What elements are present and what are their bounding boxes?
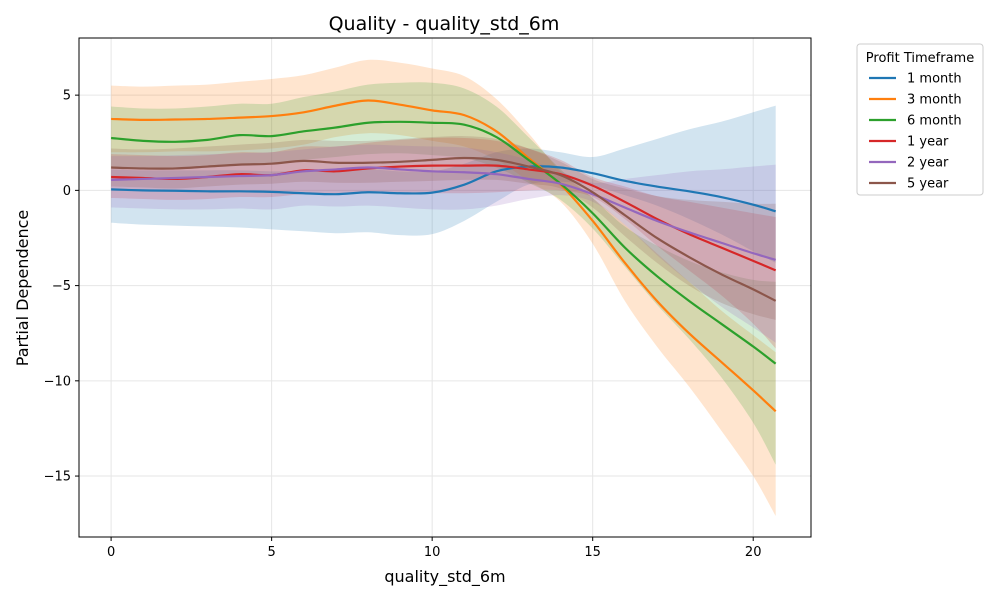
confidence-band-1-month [111, 105, 776, 263]
y-axis-ticks: 5 0 −5 −10 −15 [44, 89, 79, 485]
legend-label-1-month: 1 month [907, 72, 962, 87]
series-line-2-year [111, 166, 776, 261]
y-tick-label: 0 [63, 184, 71, 199]
legend-frame [856, 43, 984, 196]
x-tick-label: 15 [584, 545, 601, 560]
y-axis-title: Partial Dependence [13, 210, 32, 366]
plot-area-frame [78, 37, 812, 538]
confidence-band-3-month [111, 59, 776, 517]
x-tick-label: 20 [745, 545, 762, 560]
legend-items: 1 month 3 month 6 month 1 year 2 year 5 year [869, 72, 962, 192]
series-line-6-month [111, 120, 777, 365]
legend-label-1-year: 1 year [907, 135, 949, 150]
chart-title: Quality - quality_std_6m [329, 13, 560, 35]
legend-label-2-year: 2 year [907, 156, 949, 171]
confidence-band-5-year [111, 136, 776, 320]
legend-title: Profit Timeframe [866, 51, 974, 66]
legend-label-3-month: 3 month [907, 93, 962, 108]
series-line-5-year [111, 156, 777, 302]
x-tick-label: 0 [107, 545, 115, 560]
x-tick-label: 5 [267, 545, 275, 560]
plot-area-background [79, 38, 811, 537]
x-axis-title: quality_std_6m [384, 567, 505, 587]
x-tick-label: 10 [424, 545, 441, 560]
series-line-3-month [111, 99, 777, 413]
confidence-band-1-year [111, 137, 776, 349]
y-tick-label: −10 [44, 374, 71, 389]
x-axis-ticks: 0 5 10 15 20 [107, 537, 762, 560]
legend-label-6-month: 6 month [907, 114, 962, 129]
y-tick-label: −5 [52, 279, 71, 294]
series-line-1-month [111, 165, 776, 213]
series-lines [111, 99, 777, 413]
y-tick-label: 5 [63, 89, 71, 104]
legend-label-5-year: 5 year [907, 177, 949, 192]
y-tick-label: −15 [44, 470, 71, 485]
